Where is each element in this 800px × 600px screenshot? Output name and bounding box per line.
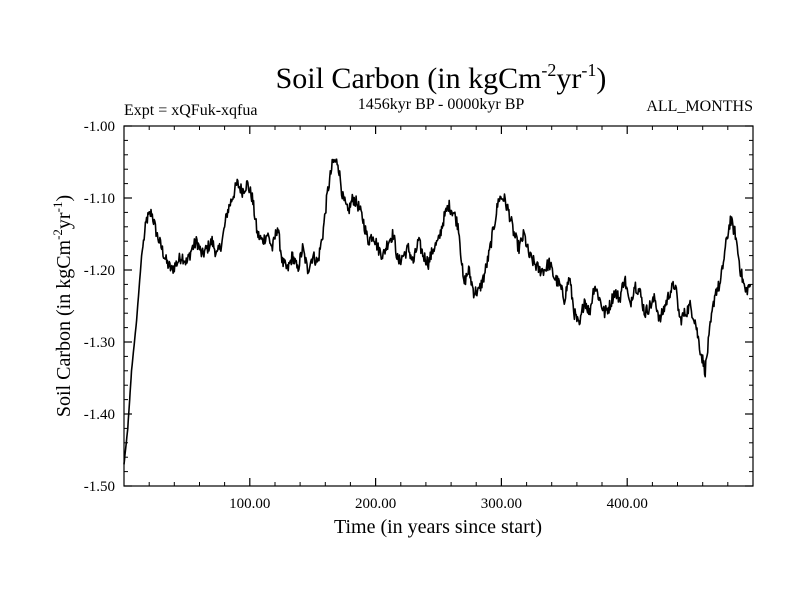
- chart-subtitle: 1456kyr BP - 0000kyr BP: [358, 96, 525, 113]
- series-line-soil-carbon: [123, 158, 752, 465]
- title-main: Soil Carbon (in kgCm: [276, 62, 542, 95]
- x-axis-label: Time (in years since start): [334, 516, 542, 538]
- y-tick-label: -1.30: [84, 335, 115, 351]
- y-axis-ticks: -1.00 -1.10 -1.20 -1.30 -1.40 -1.50: [84, 119, 753, 495]
- x-tick-label: 400.00: [607, 496, 648, 512]
- minor-ticks: [124, 126, 753, 486]
- experiment-label: Expt = xQFuk-xqfua: [124, 102, 257, 119]
- plot-frame: [123, 125, 754, 487]
- x-axis-ticks: 100.00 200.00 300.00 400.00: [229, 126, 648, 512]
- y-tick-label: -1.40: [84, 407, 115, 423]
- ylabel-end: ): [53, 195, 75, 202]
- title-sup1: -2: [541, 60, 556, 80]
- x-tick-label: 300.00: [481, 496, 522, 512]
- x-tick-label: 200.00: [355, 496, 396, 512]
- ylabel-mid: yr: [53, 212, 75, 229]
- title-end: ): [596, 62, 606, 95]
- ylabel-main: Soil Carbon (in kgCm: [53, 239, 75, 417]
- y-tick-label: -1.50: [84, 479, 115, 495]
- y-tick-label: -1.00: [84, 119, 115, 135]
- ylabel-sup2: -1: [50, 202, 65, 213]
- y-axis-label: Soil Carbon (in kgCm-2yr-1): [50, 195, 75, 417]
- x-tick-label: 100.00: [229, 496, 270, 512]
- period-label: ALL_MONTHS: [646, 98, 753, 115]
- y-tick-label: -1.10: [84, 191, 115, 207]
- ylabel-sup1: -2: [50, 229, 65, 240]
- y-tick-label: -1.20: [84, 263, 115, 279]
- title-mid: yr: [556, 62, 581, 95]
- chart-title: Soil Carbon (in kgCm-2yr-1): [276, 60, 607, 95]
- title-sup2: -1: [581, 60, 596, 80]
